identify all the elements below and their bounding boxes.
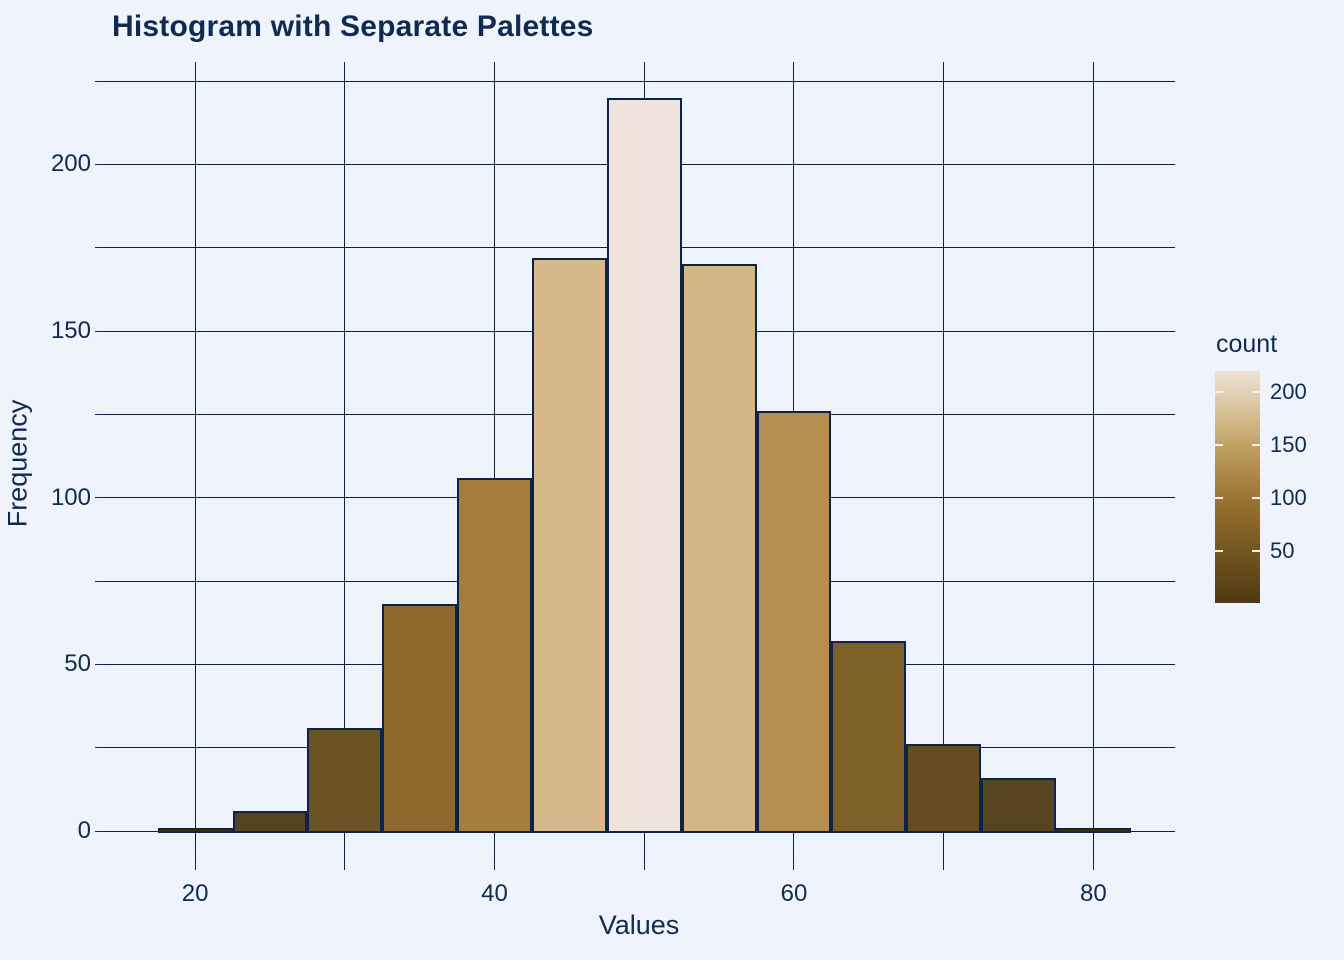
histogram-bar (382, 604, 458, 833)
histogram-bar (1055, 827, 1131, 833)
x-axis-tick (793, 862, 795, 870)
y-tick-label: 50 (64, 650, 91, 678)
gridline-vertical (1092, 62, 1094, 862)
legend-tick-label: 100 (1270, 485, 1307, 511)
gridline-vertical (344, 62, 346, 862)
y-axis-tick (95, 163, 103, 165)
legend-tick (1215, 444, 1223, 447)
gridline-vertical (494, 62, 496, 862)
y-axis-tick (95, 247, 103, 249)
gridline-horizontal (103, 80, 1175, 82)
y-tick-label: 200 (50, 150, 91, 178)
histogram-bar (457, 477, 532, 833)
x-axis-tick (943, 862, 945, 870)
y-axis-title: Frequency (2, 399, 33, 528)
histogram-bar (981, 777, 1056, 833)
x-axis-tick (494, 862, 496, 870)
x-axis-tick (643, 862, 645, 870)
x-axis-tick (1092, 862, 1094, 870)
y-axis-tick (95, 830, 103, 832)
y-axis-tick (95, 80, 103, 82)
legend-tick-label: 50 (1270, 538, 1295, 564)
y-axis-tick (95, 747, 103, 749)
legend-tick (1252, 550, 1260, 553)
legend-tick (1215, 550, 1223, 553)
histogram-bar (831, 641, 907, 833)
histogram-bar (531, 257, 607, 833)
x-axis-tick (344, 862, 346, 870)
legend-gradient-bar (1215, 371, 1260, 603)
legend-tick-label: 200 (1270, 379, 1307, 405)
histogram-bar (232, 811, 308, 833)
legend-title: count (1216, 330, 1278, 358)
y-tick-label: 150 (50, 317, 91, 344)
x-axis-tick (194, 862, 196, 870)
y-axis-tick (95, 330, 103, 332)
gridline-vertical (194, 62, 196, 862)
legend-tick (1252, 497, 1260, 500)
x-tick-label: 20 (181, 880, 209, 907)
y-axis-tick (95, 413, 103, 415)
x-axis-title: Values (598, 910, 680, 940)
y-axis-tick (95, 580, 103, 582)
histogram-bar (906, 744, 982, 833)
x-tick-label: 60 (780, 880, 808, 907)
y-tick-label: 0 (77, 817, 91, 844)
y-axis-tick (95, 663, 103, 665)
y-tick-label: 100 (50, 483, 91, 511)
gridline-vertical (943, 62, 945, 862)
histogram-bar (307, 727, 383, 833)
x-tick-label: 80 (1080, 880, 1107, 907)
histogram-bar (606, 97, 682, 833)
legend-tick (1215, 497, 1223, 500)
legend-tick (1252, 444, 1260, 447)
histogram-bar (756, 411, 832, 833)
legend-tick-label: 150 (1270, 432, 1307, 458)
histogram-bar (681, 264, 757, 833)
chart-title: Histogram with Separate Palettes (112, 10, 594, 43)
legend-tick (1252, 391, 1260, 394)
histogram-bar (157, 827, 233, 833)
y-axis-tick (95, 497, 103, 499)
x-tick-label: 40 (481, 880, 508, 907)
legend-tick (1215, 391, 1223, 394)
